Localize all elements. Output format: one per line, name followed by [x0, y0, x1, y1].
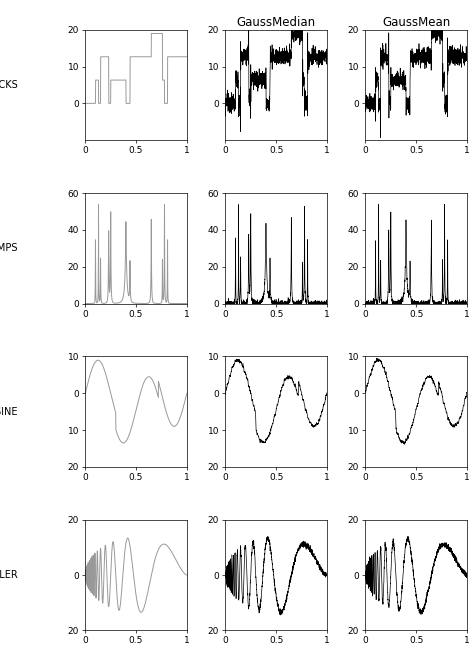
Y-axis label: HEAVYSINE: HEAVYSINE: [0, 406, 18, 416]
Y-axis label: DOPPLER: DOPPLER: [0, 570, 18, 580]
Y-axis label: BUMPS: BUMPS: [0, 244, 18, 254]
Y-axis label: BLOCKS: BLOCKS: [0, 80, 18, 90]
Title: GaussMean: GaussMean: [382, 16, 450, 28]
Title: GaussMedian: GaussMedian: [237, 16, 316, 28]
